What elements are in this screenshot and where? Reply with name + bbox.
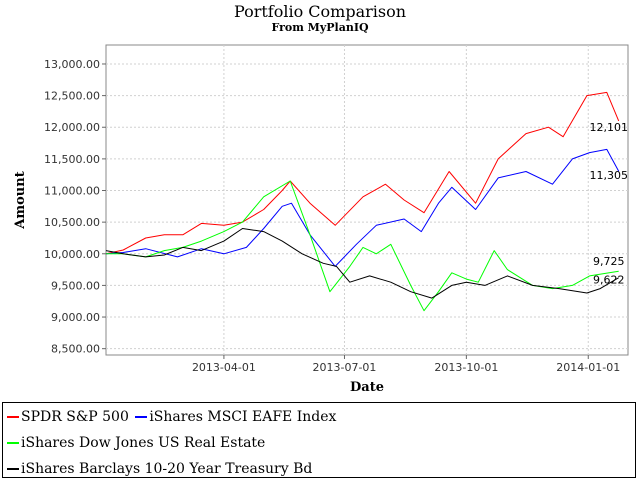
y-tick-label: 9,500.00 [51, 279, 100, 292]
legend-row: iShares Dow Jones US Real Estate [7, 432, 267, 451]
series-end-label: 9,622 [593, 274, 625, 287]
y-tick-label: 12,000.00 [44, 121, 100, 134]
chart-subtitle: From MyPlanIQ [271, 21, 369, 34]
legend-item-treasury: iShares Barclays 10-20 Year Treasury Bd [7, 461, 312, 477]
y-axis-ticks: 8,500.00 9,000.00 9,500.00 10,000.00 10,500.… [44, 58, 106, 356]
grid-lines [106, 45, 628, 355]
y-tick-label: 10,000.00 [44, 248, 100, 261]
x-axis-ticks: 2013-04-01 2013-07-01 2013-10-01 2014-01-01 [192, 355, 620, 374]
legend-swatch [7, 442, 19, 444]
legend-item-eafe: iShares MSCI EAFE Index [135, 409, 336, 425]
x-tick-label: 2013-04-01 [192, 361, 256, 374]
y-tick-label: 13,000.00 [44, 58, 100, 71]
legend-label: iShares Barclays 10-20 Year Treasury Bd [21, 461, 313, 477]
legend-label: SPDR S&P 500 [21, 409, 129, 425]
legend-label: iShares MSCI EAFE Index [149, 409, 337, 425]
series-end-label: 12,101 [589, 121, 628, 134]
x-tick-label: 2013-07-01 [313, 361, 377, 374]
series-line [106, 180, 619, 312]
chart-title: Portfolio Comparison [233, 2, 407, 21]
legend-row: SPDR S&P 500 iShares MSCI EAFE Index [7, 406, 338, 425]
legend-label: iShares Dow Jones US Real Estate [21, 435, 266, 451]
series-line [105, 228, 619, 299]
y-axis-label: Amount [13, 171, 28, 229]
line-chart: 8,500.00 9,000.00 9,500.00 10,000.00 10,500.… [13, 44, 629, 395]
y-tick-label: 11,500.00 [44, 153, 100, 166]
series-lines [105, 91, 620, 312]
legend-item-real-estate: iShares Dow Jones US Real Estate [7, 435, 265, 451]
legend: SPDR S&P 500 iShares MSCI EAFE Index iSh… [2, 402, 636, 478]
end-labels: 12,101 11,305 9,725 9,622 [589, 121, 628, 287]
series-end-label: 11,305 [589, 169, 628, 182]
legend-swatch [135, 416, 148, 418]
legend-swatch [7, 468, 19, 470]
y-tick-label: 9,000.00 [51, 311, 100, 324]
plot-area [105, 44, 629, 356]
series-line [105, 91, 620, 255]
x-axis-label: Date [350, 380, 384, 395]
x-tick-label: 2014-01-01 [556, 361, 620, 374]
y-tick-label: 12,500.00 [44, 90, 100, 103]
y-tick-label: 11,000.00 [44, 185, 100, 198]
series-end-label: 9,725 [593, 255, 625, 268]
y-tick-label: 10,500.00 [44, 216, 100, 229]
legend-item-spdr: SPDR S&P 500 [7, 409, 129, 425]
x-tick-label: 2013-10-01 [434, 361, 498, 374]
legend-swatch [7, 416, 19, 418]
legend-row: iShares Barclays 10-20 Year Treasury Bd [7, 458, 314, 477]
y-tick-label: 8,500.00 [51, 343, 100, 356]
